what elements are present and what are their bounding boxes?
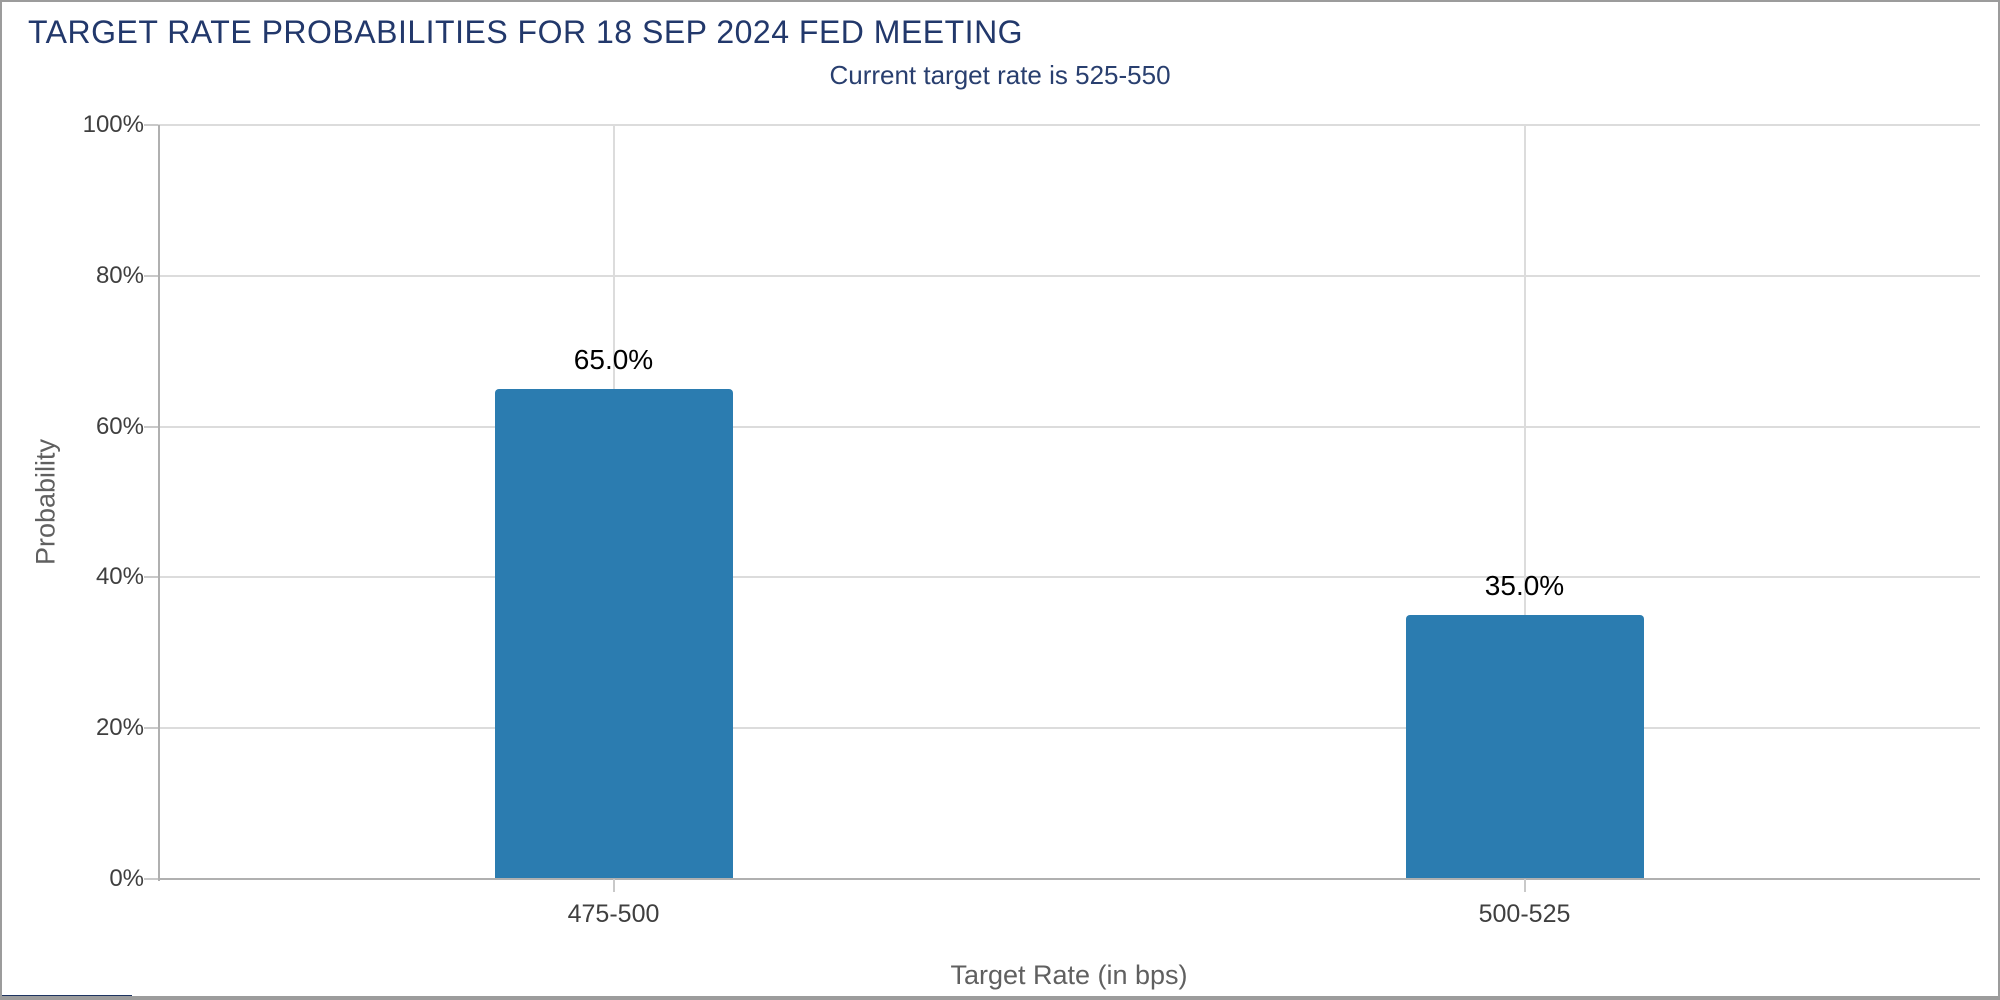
y-tick-mark: [144, 425, 158, 428]
y-axis-title: Probability: [30, 438, 61, 566]
x-tick-mark: [612, 879, 615, 892]
h-gridline: [158, 727, 1980, 730]
y-tick-label: 40%: [95, 563, 144, 591]
probability-bar[interactable]: [1405, 615, 1644, 878]
y-tick-label: 0%: [109, 865, 144, 892]
x-category-label: 500-525: [1478, 900, 1571, 928]
y-tick-label: 80%: [95, 261, 144, 289]
y-tick-mark: [144, 274, 158, 277]
h-gridline: [158, 274, 1980, 277]
x-category-label: 475-500: [567, 900, 660, 928]
y-tick-mark: [144, 727, 158, 730]
chart-subtitle: Current target rate is 525-550: [829, 60, 1171, 90]
x-axis-title: Target Rate (in bps): [950, 960, 1188, 990]
chart-title: TARGET RATE PROBABILITIES FOR 18 SEP 202…: [28, 14, 1024, 50]
x-tick-mark: [1523, 879, 1526, 892]
bar-value-label: 65.0%: [573, 343, 654, 375]
y-tick-mark: [144, 124, 158, 126]
probability-bar[interactable]: [494, 388, 733, 878]
h-gridline: [158, 576, 1980, 579]
y-tick-label: 60%: [95, 412, 144, 440]
background-window-edge: [2, 995, 132, 996]
y-tick-label: 20%: [95, 714, 144, 742]
y-tick-label: 100%: [82, 111, 144, 138]
h-gridline: [158, 124, 1980, 126]
v-gridline: [1523, 125, 1526, 879]
bar-value-label: 35.0%: [1484, 570, 1565, 602]
y-tick-mark: [144, 576, 158, 579]
x-axis-line: [158, 878, 1980, 880]
y-tick-mark: [144, 878, 158, 880]
h-gridline: [158, 425, 1980, 428]
y-axis-line: [158, 125, 160, 881]
